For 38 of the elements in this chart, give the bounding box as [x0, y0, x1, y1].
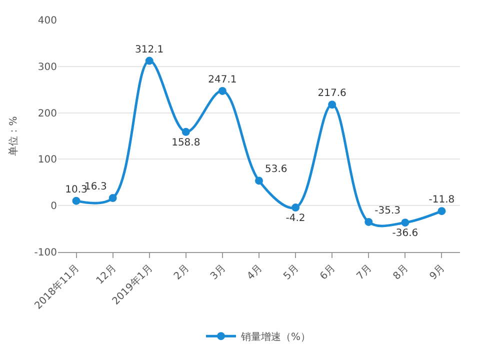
- point: [182, 128, 190, 136]
- data-label: 217.6: [318, 88, 346, 100]
- x-tick-label: 4月: [245, 262, 265, 282]
- point: [401, 218, 410, 227]
- point: [218, 86, 226, 95]
- point: [328, 100, 336, 109]
- data-label: 53.6: [265, 164, 288, 176]
- point: [292, 204, 300, 212]
- y-tick-label: 300: [38, 62, 57, 73]
- y-tick-label: 400: [38, 16, 57, 26]
- y-tick-label: 0: [50, 201, 57, 212]
- data-label: -35.3: [374, 205, 401, 216]
- y-tick-label: 200: [38, 108, 57, 120]
- data-label: 312.1: [135, 44, 164, 56]
- data-label: 158.8: [172, 137, 200, 148]
- x-tick-label: 7月: [354, 262, 374, 282]
- point: [255, 176, 263, 185]
- x-tick-label: 2月: [172, 262, 192, 282]
- legend-label: 销量增速（%）: [240, 331, 311, 343]
- x-tick-label: 12月: [94, 262, 118, 287]
- x-tick-label: 5月: [282, 262, 302, 282]
- point: [72, 196, 80, 205]
- point: [145, 56, 154, 65]
- y-tick-label: -100: [34, 248, 57, 258]
- point: [364, 218, 373, 226]
- data-label: 10.3: [65, 184, 88, 196]
- point: [108, 194, 117, 202]
- data-label: -36.6: [392, 228, 418, 240]
- x-tick-label: 3月: [208, 262, 228, 282]
- point: [438, 207, 446, 216]
- data-label: -4.2: [286, 213, 306, 224]
- x-tick-label: 6月: [318, 262, 338, 282]
- x-tick-label: 8月: [391, 262, 411, 282]
- data-label: -11.8: [428, 194, 455, 206]
- x-tick-label: 9月: [428, 262, 448, 282]
- y-axis-title: 单位：%: [7, 116, 20, 156]
- data-label: 247.1: [208, 74, 237, 86]
- y-tick-label: 100: [38, 154, 57, 166]
